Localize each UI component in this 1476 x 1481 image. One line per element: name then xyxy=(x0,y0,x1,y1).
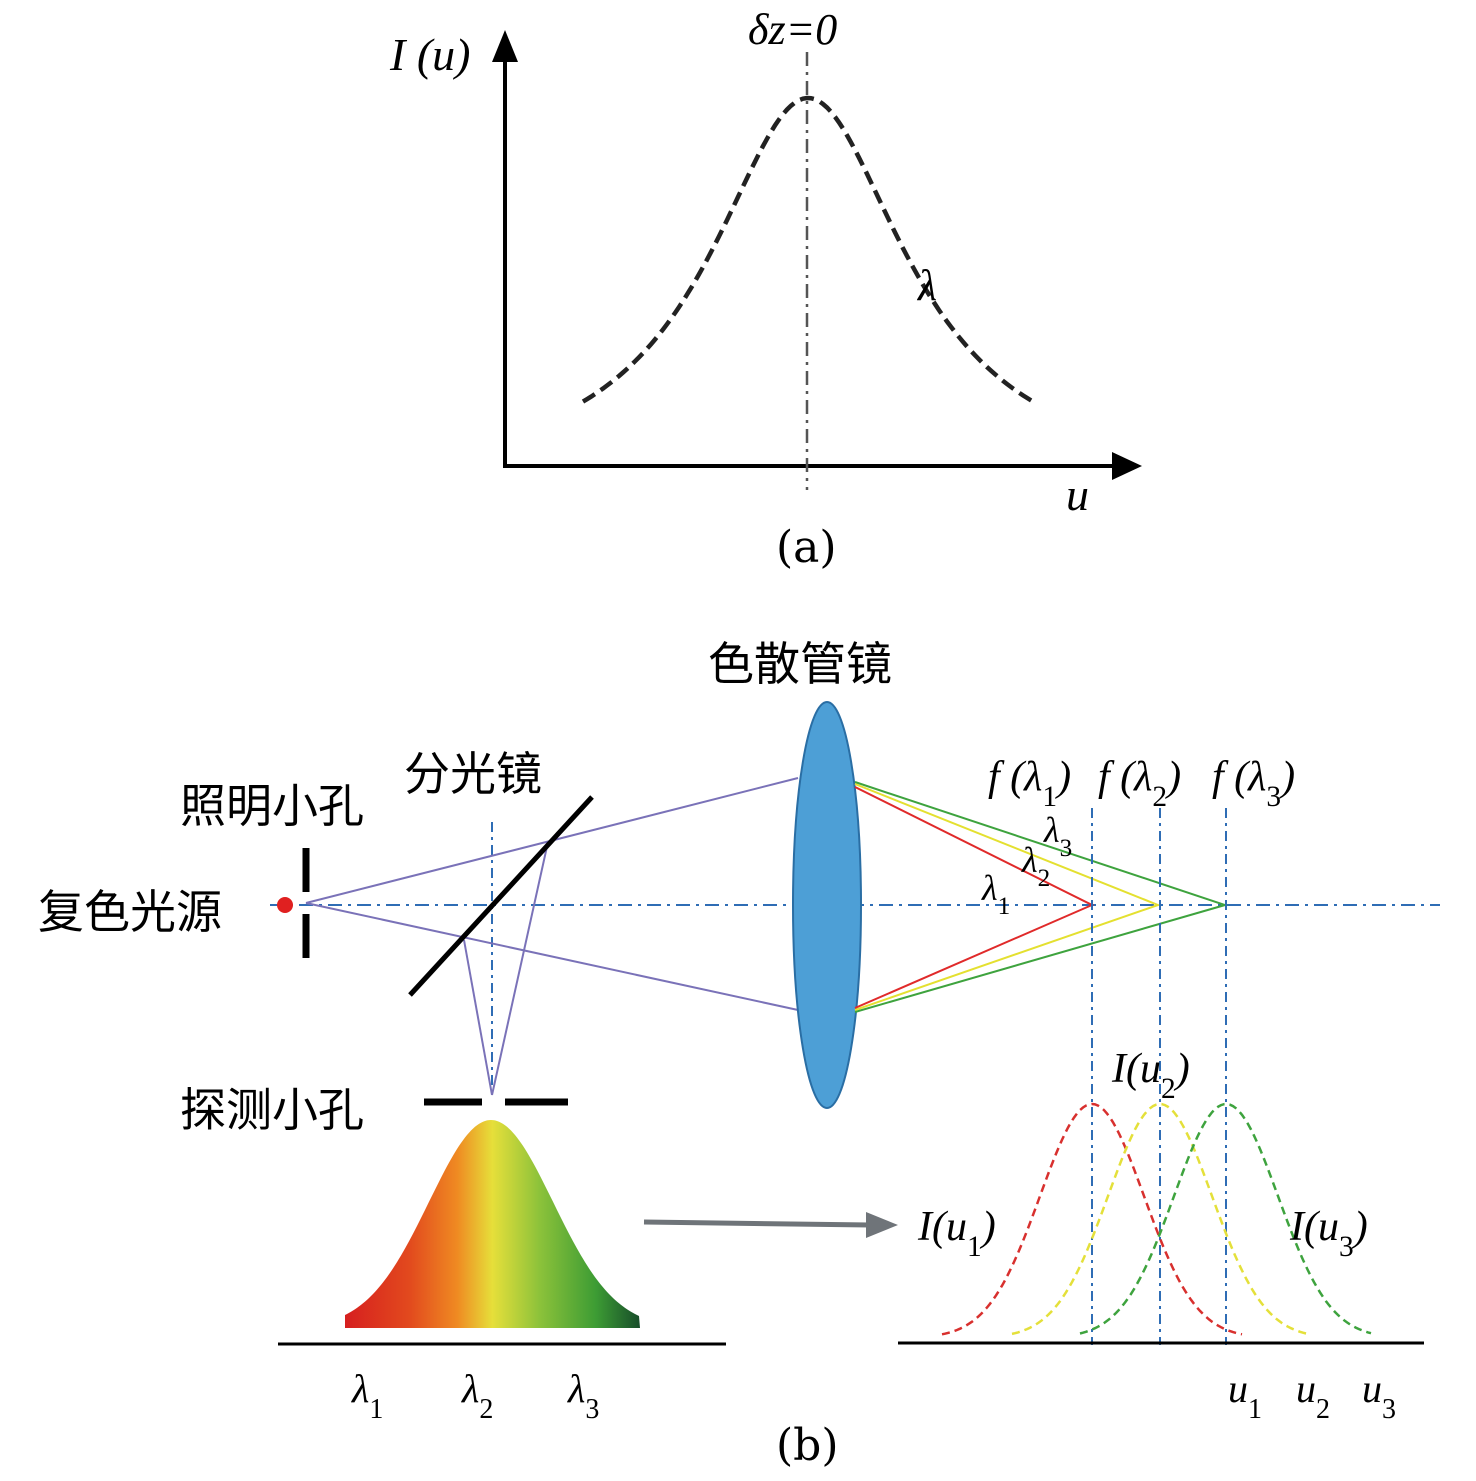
u-label-1: u1 xyxy=(1228,1366,1262,1425)
caption-b: (b) xyxy=(776,1420,839,1471)
panel-b: 复色光源 照明小孔 分光镜 色散管镜 探测小孔 f (λ1) f (λ2) f … xyxy=(38,637,1440,1471)
y-axis-label: I (u) xyxy=(389,29,470,80)
ray-reflect-2 xyxy=(463,939,493,1096)
dispersive-lens xyxy=(792,701,862,1109)
ray-lambda2 xyxy=(854,783,1161,1011)
response-label-3: I(u3) xyxy=(1289,1204,1368,1263)
spectrum-label-1: λ1 xyxy=(351,1366,383,1425)
focal-label-2: f (λ2) xyxy=(1098,754,1181,813)
lens-label: 色散管镜 xyxy=(708,637,892,691)
response-curve-2 xyxy=(1011,1102,1310,1336)
caption-a: (a) xyxy=(776,522,837,573)
ray-lambda3 xyxy=(854,781,1229,1013)
mapping-arrow xyxy=(643,1219,871,1228)
u-label-3: u3 xyxy=(1362,1366,1396,1425)
response-label-2: I(u2) xyxy=(1111,1046,1190,1105)
detector-label: 探测小孔 xyxy=(180,1083,364,1137)
ray-label-2: λ2 xyxy=(1021,840,1050,892)
u-label-2: u2 xyxy=(1296,1366,1330,1425)
mapping-arrow-head xyxy=(866,1212,898,1238)
ray-reflect-1 xyxy=(491,841,549,1096)
y-axis-arrow xyxy=(492,30,518,62)
ray-label-1: λ1 xyxy=(981,868,1010,920)
x-axis-label: u xyxy=(1066,469,1089,520)
x-axis-arrow xyxy=(1112,452,1142,480)
response-label-1: I(u1) xyxy=(917,1204,996,1263)
ray-lower xyxy=(305,902,799,1011)
pinhole-label: 照明小孔 xyxy=(180,779,364,833)
curve-label: λ xyxy=(916,261,937,310)
light-source-dot xyxy=(277,897,293,913)
beam-splitter xyxy=(408,795,594,997)
focal-label-1: f (λ1) xyxy=(988,754,1071,813)
response-curve-1 xyxy=(941,1102,1243,1336)
spectrum-label-2: λ2 xyxy=(461,1366,493,1425)
splitter-label: 分光镜 xyxy=(404,747,542,801)
center-label: δz=0 xyxy=(748,5,837,54)
panel-a: I (u) δz=0 λ u (a) xyxy=(389,5,1142,573)
intensity-curve xyxy=(581,95,1037,405)
focal-label-3: f (λ3) xyxy=(1212,754,1295,813)
spectrum-label-3: λ3 xyxy=(567,1366,599,1425)
spectrum-shape xyxy=(345,1120,640,1328)
source-label: 复色光源 xyxy=(38,885,222,939)
ray-label-3: λ3 xyxy=(1043,810,1072,862)
response-curve-3 xyxy=(1079,1102,1372,1335)
